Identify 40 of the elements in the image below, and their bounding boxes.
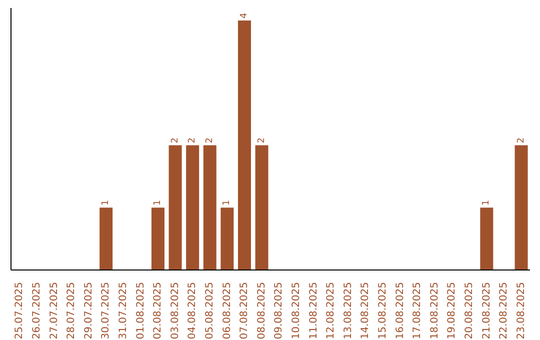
- x-tick-label: 30.07.2025: [100, 282, 112, 340]
- x-tick-label: 16.08.2025: [394, 282, 406, 340]
- x-tick-label: 23.08.2025: [516, 282, 527, 340]
- x-tick-label: 29.07.2025: [83, 282, 94, 340]
- data-label: 2: [516, 138, 526, 144]
- x-tick-label: 15.08.2025: [377, 282, 388, 340]
- x-tick-label: 27.07.2025: [48, 282, 60, 340]
- x-tick-label: 22.08.2025: [498, 282, 510, 340]
- x-tick-label: 13.08.2025: [342, 282, 354, 340]
- data-label: 4: [239, 12, 250, 18]
- x-tick-label: 01.08.2025: [135, 282, 146, 340]
- data-label: 1: [482, 200, 492, 206]
- x-tick-label: 17.08.2025: [412, 282, 424, 340]
- x-tick-label: 20.08.2025: [464, 282, 475, 340]
- x-tick-label: 07.08.2025: [239, 282, 250, 340]
- x-tick-label: 06.08.2025: [222, 282, 233, 340]
- data-label: 2: [188, 138, 198, 144]
- data-label: 2: [256, 138, 267, 144]
- x-tick-label: 03.08.2025: [170, 282, 181, 340]
- x-tick-label: 12.08.2025: [326, 282, 337, 340]
- x-tick-label: 02.08.2025: [152, 282, 164, 340]
- x-tick-label: 04.08.2025: [187, 282, 198, 340]
- x-tick-label: 28.07.2025: [66, 282, 78, 340]
- data-label: 2: [204, 138, 215, 144]
- x-tick-label: 31.07.2025: [118, 282, 129, 340]
- x-tick-label: 21.08.2025: [481, 282, 492, 340]
- x-tick-label: 26.07.2025: [31, 282, 42, 340]
- data-label: 1: [222, 200, 232, 206]
- x-tick-label: 09.08.2025: [274, 282, 285, 340]
- data-label: 2: [170, 138, 180, 144]
- x-tick-label: 10.08.2025: [290, 282, 302, 340]
- x-tick-label: 08.08.2025: [256, 282, 268, 340]
- data-label: 1: [152, 200, 163, 206]
- x-tick-label: 05.08.2025: [204, 282, 216, 340]
- x-tick-label: 18.08.2025: [429, 282, 440, 340]
- x-tick-label: 19.08.2025: [446, 282, 458, 340]
- x-tick-label: 25.07.2025: [14, 282, 26, 340]
- x-tick-label: 14.08.2025: [360, 282, 372, 340]
- data-label: 1: [101, 200, 112, 206]
- x-tick-label: 11.08.2025: [308, 282, 320, 340]
